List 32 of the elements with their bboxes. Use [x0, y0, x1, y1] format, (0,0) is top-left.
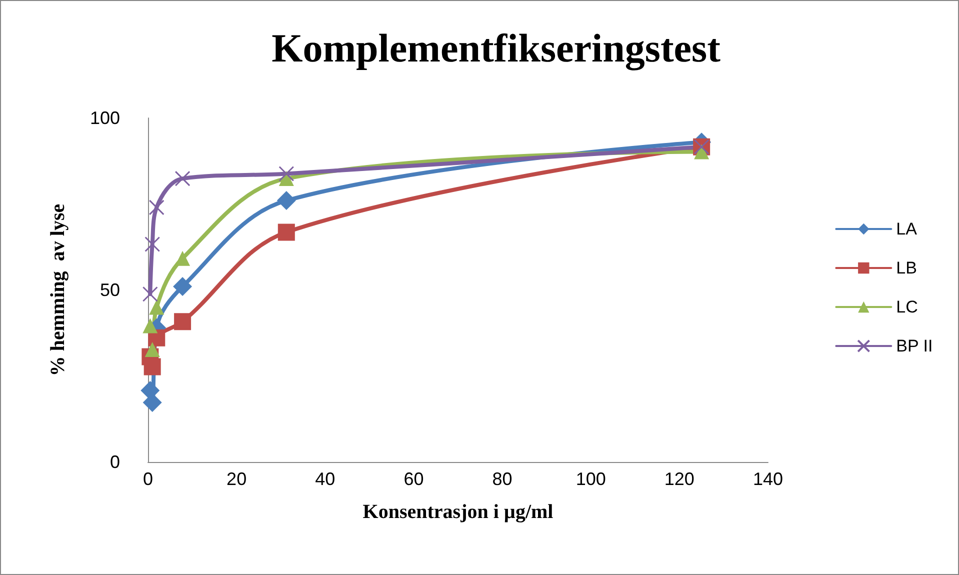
- x-tick-label: 60: [404, 469, 424, 489]
- y-axis-title: % hemming av lyse: [47, 204, 69, 376]
- point: [144, 358, 161, 376]
- point: [173, 277, 192, 296]
- point: [278, 224, 295, 241]
- point: [148, 200, 164, 216]
- legend-label: LB: [896, 258, 917, 278]
- point: [149, 300, 164, 315]
- legend-label: LA: [896, 220, 918, 238]
- x-tick-label: 120: [664, 469, 694, 489]
- x-tick-label: 0: [142, 469, 154, 489]
- y-tick-label: 0: [110, 452, 120, 472]
- x-tick-label: 20: [226, 469, 247, 489]
- point: [144, 236, 160, 252]
- point: [142, 318, 158, 334]
- legend-label: BP II: [896, 336, 933, 356]
- x-tick-label: 140: [752, 469, 784, 489]
- point: [175, 250, 190, 266]
- point: [174, 170, 190, 186]
- x-tick-label: 40: [315, 469, 336, 489]
- x-tick-label: 80: [492, 469, 512, 489]
- chart-title: Komplementfikseringstest: [272, 26, 722, 70]
- point: [144, 342, 160, 358]
- y-tick-label: 50: [100, 280, 120, 300]
- x-tick-label: 100: [576, 469, 606, 489]
- point: [278, 166, 294, 182]
- legend-label: LC: [896, 298, 918, 316]
- point: [174, 313, 192, 330]
- point: [142, 286, 158, 302]
- point: [276, 191, 296, 210]
- x-axis-title: Konsentrasjon i µg/ml: [362, 501, 554, 523]
- y-tick-label: 100: [90, 108, 120, 128]
